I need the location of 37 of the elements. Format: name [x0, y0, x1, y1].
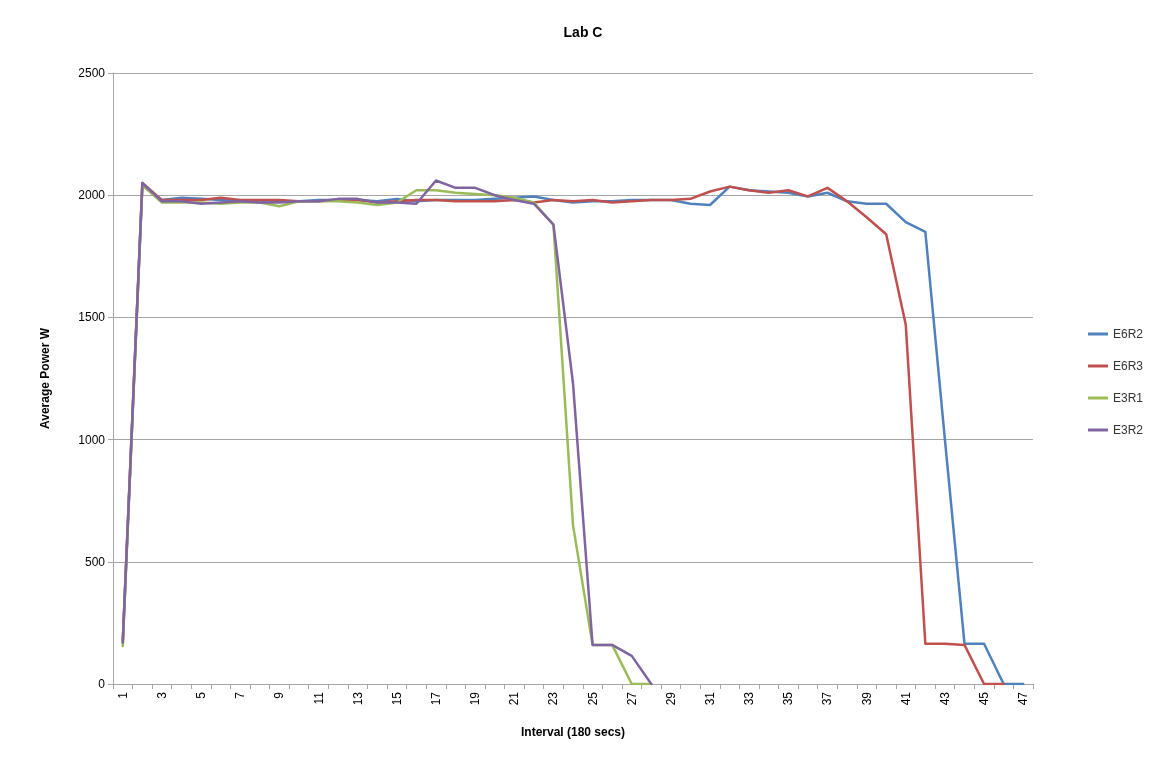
x-tick-label: 15 — [389, 691, 404, 706]
x-tick-label: 21 — [507, 691, 522, 706]
y-axis-title: Average Power W — [38, 327, 52, 429]
x-tick-label: 19 — [468, 691, 483, 706]
legend-label: E6R3 — [1112, 359, 1144, 373]
x-tick-label: 39 — [859, 691, 874, 706]
y-tick-label: 2000 — [78, 188, 106, 203]
x-tick-label: 43 — [937, 691, 952, 706]
chart-title: Lab C — [563, 24, 603, 40]
legend-label: E3R1 — [1112, 391, 1144, 405]
x-tick-label: 41 — [898, 691, 913, 706]
x-tick-label: 1 — [115, 691, 130, 699]
x-axis-title: Interval (180 secs) — [520, 725, 626, 739]
y-tick-label: 0 — [98, 677, 106, 691]
x-tick-label: 37 — [820, 691, 835, 706]
y-tick-label: 2500 — [78, 66, 106, 80]
x-tick-label: 11 — [311, 691, 326, 705]
y-tick-label: 1000 — [78, 432, 106, 447]
x-tick-label: 5 — [194, 691, 209, 699]
x-tick-label: 9 — [272, 691, 287, 699]
x-tick-label: 29 — [663, 691, 678, 706]
y-tick-label: 1500 — [78, 310, 106, 325]
x-tick-label: 13 — [350, 691, 365, 706]
x-tick-label: 17 — [428, 691, 443, 706]
x-tick-label: 23 — [546, 691, 561, 706]
x-tick-label: 7 — [233, 691, 248, 699]
x-tick-label: 47 — [1016, 691, 1031, 706]
x-tick-label: 45 — [977, 691, 992, 706]
y-tick-label: 500 — [84, 554, 106, 569]
x-tick-label: 35 — [781, 691, 796, 706]
legend-label: E6R2 — [1112, 327, 1144, 341]
x-tick-label: 27 — [624, 691, 639, 706]
x-tick-label: 33 — [742, 691, 757, 706]
legend-label: E3R2 — [1112, 423, 1144, 437]
x-tick-label: 31 — [703, 691, 718, 706]
x-tick-label: 25 — [585, 691, 600, 706]
x-tick-label: 3 — [154, 691, 169, 699]
